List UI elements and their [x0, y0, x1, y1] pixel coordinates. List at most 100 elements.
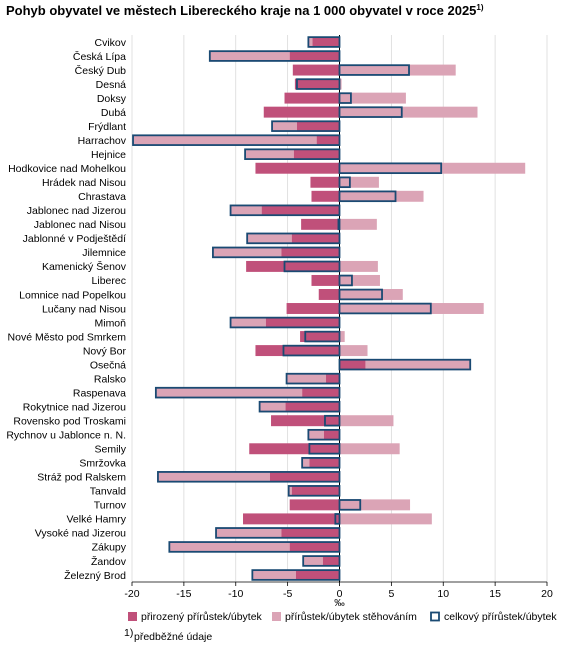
bar-total	[283, 260, 341, 273]
bar-natural	[291, 485, 340, 497]
bar-total	[251, 569, 341, 581]
category-label: Osečná	[90, 359, 126, 371]
bar-migration	[339, 499, 411, 511]
bar-total	[324, 414, 341, 427]
bar-migration	[339, 106, 478, 118]
bar-migration	[339, 190, 424, 202]
bar-total	[307, 428, 341, 441]
bar-total	[282, 344, 341, 357]
category-label: Rovensko pod Troskami	[13, 416, 126, 428]
category-label: Semily	[94, 444, 126, 456]
bars	[132, 36, 526, 581]
bar-total	[304, 330, 341, 343]
bar-migration	[169, 541, 290, 553]
bar-migration	[230, 317, 266, 328]
bar-total	[229, 316, 341, 329]
bar-migration	[272, 120, 297, 132]
category-label: Jablonné v Podještědí	[23, 233, 126, 245]
bar-natural	[281, 527, 340, 539]
bar-total	[338, 358, 472, 371]
category-label: Nové Město pod Smrkem	[8, 331, 127, 343]
category-label: Rychnov u Jablonce n. N.	[6, 430, 126, 442]
bar-migration	[339, 162, 526, 174]
bar-migration	[157, 471, 270, 483]
bar-migration	[339, 289, 403, 300]
bar-total	[244, 148, 341, 160]
bar-total	[337, 218, 341, 231]
category-label: Doksy	[97, 93, 127, 105]
bar-migration	[339, 443, 400, 455]
category-label: Železný Brod	[64, 569, 126, 582]
bar-natural	[316, 134, 340, 146]
bar-total	[302, 555, 341, 567]
bar-total	[338, 106, 403, 118]
bar-natural	[289, 541, 340, 553]
bar-total	[287, 485, 341, 497]
bar-migration	[308, 429, 324, 441]
category-label: Žandov	[91, 555, 127, 568]
category-label: Desná	[96, 79, 127, 91]
category-label: Velké Hamry	[66, 514, 126, 526]
bar-total	[246, 232, 341, 245]
footnote-mark: 1)	[124, 627, 133, 639]
bar-migration	[339, 274, 380, 286]
bar-total	[271, 120, 341, 132]
bar-natural	[322, 555, 340, 567]
category-label: Nový Bor	[83, 345, 127, 357]
bar-total	[338, 302, 432, 315]
bar-total	[338, 274, 353, 287]
bar-total	[338, 176, 351, 189]
category-label: Česká Lípa	[73, 50, 126, 63]
bar-natural	[286, 303, 340, 314]
bar-migration	[212, 246, 282, 258]
x-axis-label: ‰	[334, 597, 345, 609]
bar-natural	[255, 345, 340, 357]
bar-natural	[249, 443, 340, 455]
bar-migration	[339, 64, 456, 76]
bar-natural	[301, 218, 340, 230]
category-label: Mimoň	[94, 317, 126, 329]
bar-total	[308, 442, 341, 455]
bar-total	[132, 134, 341, 146]
bar-natural	[281, 246, 340, 258]
bar-natural	[289, 499, 340, 511]
bar-migration	[259, 401, 286, 413]
category-label: Frýdlant	[88, 121, 126, 133]
category-label: Rokytnice nad Jizerou	[23, 401, 126, 413]
category-label: Jablonec nad Nisou	[34, 219, 126, 231]
bar-total	[258, 400, 341, 413]
bar-natural	[296, 120, 340, 132]
bar-migration	[286, 373, 327, 385]
category-label: Jilemnice	[82, 247, 126, 259]
bar-natural	[295, 569, 340, 581]
bar-migration	[230, 204, 262, 216]
x-tick-label: -10	[228, 588, 243, 600]
bar-natural	[300, 331, 340, 343]
bar-migration	[339, 415, 394, 427]
category-label: Raspenava	[73, 387, 126, 399]
bar-natural	[255, 162, 340, 174]
bar-total	[338, 64, 410, 76]
bar-migration	[339, 92, 406, 104]
x-tick-label: 20	[541, 588, 553, 600]
x-axis: -20 -15 -10 -5 0 5 10 15 20 ‰	[124, 581, 553, 609]
legend-label: přirozený přírůstek/úbytek	[141, 611, 263, 623]
bar-natural	[312, 36, 340, 48]
bar-natural	[292, 64, 340, 76]
bar-natural	[318, 289, 340, 300]
bar-total	[338, 162, 443, 175]
category-label: Tanvald	[90, 486, 126, 498]
chart-title: Pohyb obyvatel ve městech Libereckého kr…	[6, 3, 484, 18]
footnote: 1) předběžné údaje	[124, 627, 212, 643]
bar-migration	[339, 303, 484, 314]
category-label: Český Dub	[75, 64, 127, 77]
bar-natural	[289, 50, 340, 62]
bar-total	[338, 288, 383, 301]
category-label: Hrádek nad Nisou	[42, 177, 126, 189]
category-label: Ralsko	[94, 373, 126, 385]
category-label: Hodkovice nad Mohelkou	[8, 163, 126, 175]
bar-natural	[246, 260, 340, 272]
bar-natural	[339, 359, 366, 371]
bar-natural	[285, 401, 340, 413]
